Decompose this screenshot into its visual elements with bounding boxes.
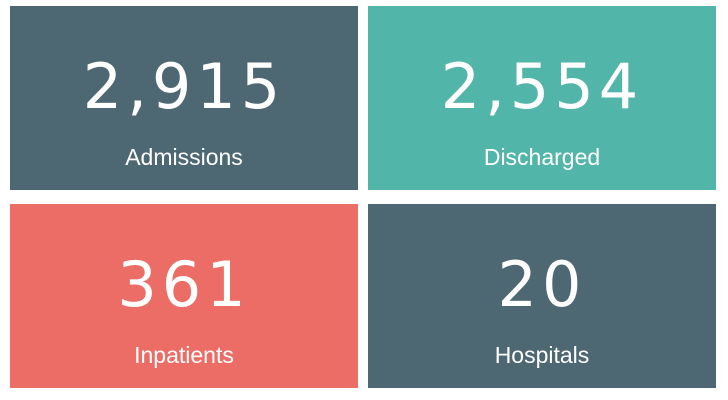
kpi-card: 2,554 Discharged: [368, 6, 716, 190]
kpi-label: Discharged: [483, 144, 601, 170]
kpi-value: 2,554: [440, 50, 644, 123]
kpi-value: 20: [497, 248, 587, 321]
kpi-label: Inpatients: [134, 342, 234, 368]
kpi-label: Hospitals: [494, 342, 590, 368]
kpi-label: Admissions: [125, 144, 243, 170]
kpi-card: 20 Hospitals: [368, 204, 716, 388]
kpi-card: 2,915 Admissions: [10, 6, 358, 190]
kpi-value: 2,915: [82, 50, 286, 123]
kpi-value: 361: [117, 248, 251, 321]
kpi-card: 361 Inpatients: [10, 204, 358, 388]
